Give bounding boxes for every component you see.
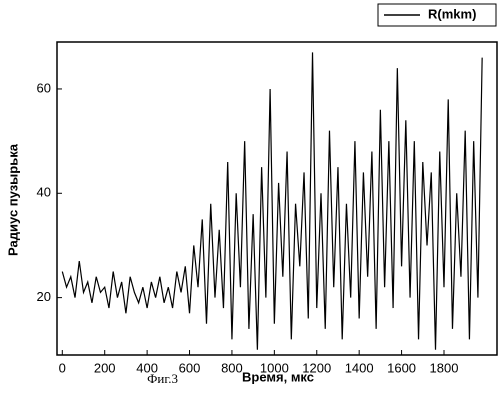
y-axis-label: Радиус пузырька (5, 143, 20, 256)
x-tick-label: 1400 (345, 360, 374, 375)
x-tick-label: 600 (179, 360, 201, 375)
x-tick-label: 0 (59, 360, 66, 375)
y-tick-label: 60 (37, 80, 51, 95)
x-tick-label: 1800 (430, 360, 459, 375)
plot-frame (56, 41, 498, 356)
x-tick-label: 1000 (260, 360, 289, 375)
caption: Фиг.3 (147, 371, 178, 386)
legend (377, 3, 497, 27)
y-tick-label: 20 (37, 289, 51, 304)
legend-label: R(mkm) (428, 6, 476, 21)
x-axis-label: Время, мкс (242, 369, 314, 384)
data-line (61, 52, 483, 350)
x-tick-label: 800 (221, 360, 243, 375)
x-tick-label: 200 (94, 360, 116, 375)
x-tick-label: 1600 (387, 360, 416, 375)
x-tick-label: 400 (136, 360, 158, 375)
x-tick-label: 1200 (302, 360, 331, 375)
y-tick-label: 40 (37, 185, 51, 200)
